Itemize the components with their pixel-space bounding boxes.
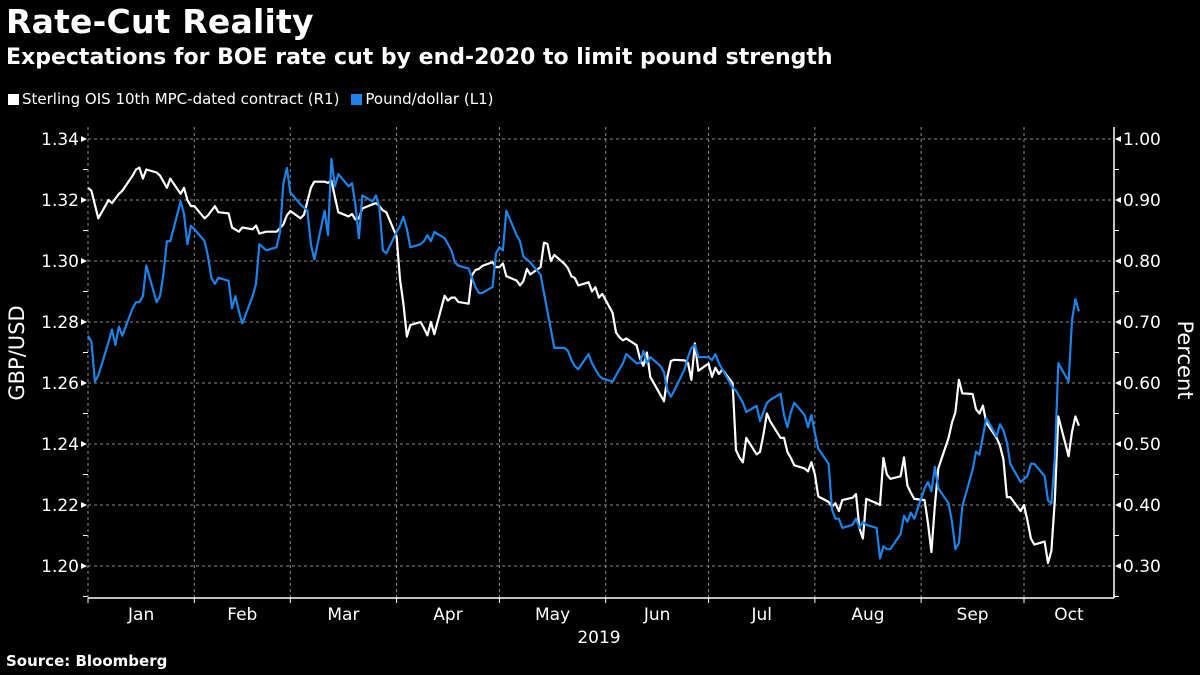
right-tick-marker (1115, 258, 1121, 264)
x-tick-label: Jun (643, 605, 671, 625)
axes: 1.20 1.22 1.24 1.26 1.28 1.30 1.32 1.34 0.30 0.40… (41, 127, 1161, 625)
right-tick-label: 0.80 (1123, 252, 1161, 272)
right-tick-marker (1115, 502, 1121, 508)
x-tick-label: Feb (227, 605, 257, 625)
right-axis-title: Percent (1173, 320, 1197, 399)
ois-contract-line (87, 166, 1080, 565)
x-tick-label: May (535, 605, 570, 625)
right-tick-label: 0.90 (1123, 191, 1161, 211)
left-tick-label: 1.30 (41, 252, 79, 272)
left-axis-title: GBP/USD (5, 305, 29, 400)
left-tick-label: 1.22 (41, 496, 79, 516)
left-tick-label: 1.32 (41, 191, 79, 211)
right-tick-label: 0.70 (1123, 313, 1161, 333)
left-tick-label: 1.26 (41, 374, 79, 394)
left-tick-marker (81, 441, 87, 447)
legend-label-pound: Pound/dollar (L1) (365, 90, 494, 108)
legend: Sterling OIS 10th MPC-dated contract (R1… (8, 90, 505, 108)
legend-swatch-ois (8, 93, 19, 105)
right-tick-label: 0.40 (1123, 496, 1161, 516)
right-tick-marker (1115, 319, 1121, 325)
legend-item-ois: Sterling OIS 10th MPC-dated contract (R1… (8, 90, 339, 108)
x-tick-label: Apr (433, 605, 462, 625)
chart-subtitle: Expectations for BOE rate cut by end-202… (6, 45, 833, 70)
left-tick-label: 1.20 (41, 557, 79, 577)
x-tick-label: Mar (327, 605, 359, 625)
left-tick-label: 1.24 (41, 435, 79, 455)
series-lines (87, 157, 1080, 565)
x-tick-label: Sep (957, 605, 989, 625)
right-tick-marker (1115, 136, 1121, 142)
left-tick-marker (81, 563, 87, 569)
right-tick-marker (1115, 380, 1121, 386)
left-tick-marker (81, 197, 87, 203)
chart-title: Rate-Cut Reality (6, 2, 314, 41)
source-note: Source: Bloomberg (6, 652, 168, 670)
left-tick-label: 1.28 (41, 313, 79, 333)
pound-dollar-line (87, 157, 1080, 560)
x-tick-label: Jan (127, 605, 154, 625)
legend-item-pound: Pound/dollar (L1) (351, 90, 493, 108)
left-tick-marker (81, 319, 87, 325)
legend-swatch-pound (351, 93, 363, 105)
right-tick-marker (1115, 197, 1121, 203)
x-tick-label: Aug (851, 605, 884, 625)
right-tick-label: 1.00 (1123, 130, 1161, 150)
right-tick-label: 0.60 (1123, 374, 1161, 394)
x-tick-label: Jul (750, 605, 772, 625)
right-tick-marker (1115, 441, 1121, 447)
gridlines (88, 127, 1114, 598)
left-tick-label: 1.34 (41, 130, 79, 150)
x-tick-label: Oct (1054, 605, 1084, 625)
legend-label-ois: Sterling OIS 10th MPC-dated contract (R1… (22, 90, 340, 108)
left-tick-marker (81, 136, 87, 142)
right-tick-marker (1115, 563, 1121, 569)
left-tick-marker (81, 502, 87, 508)
x-axis-year-label: 2019 (577, 628, 620, 648)
right-tick-label: 0.50 (1123, 435, 1161, 455)
right-tick-label: 0.30 (1123, 557, 1161, 577)
left-tick-marker (81, 380, 87, 386)
left-tick-marker (81, 258, 87, 264)
